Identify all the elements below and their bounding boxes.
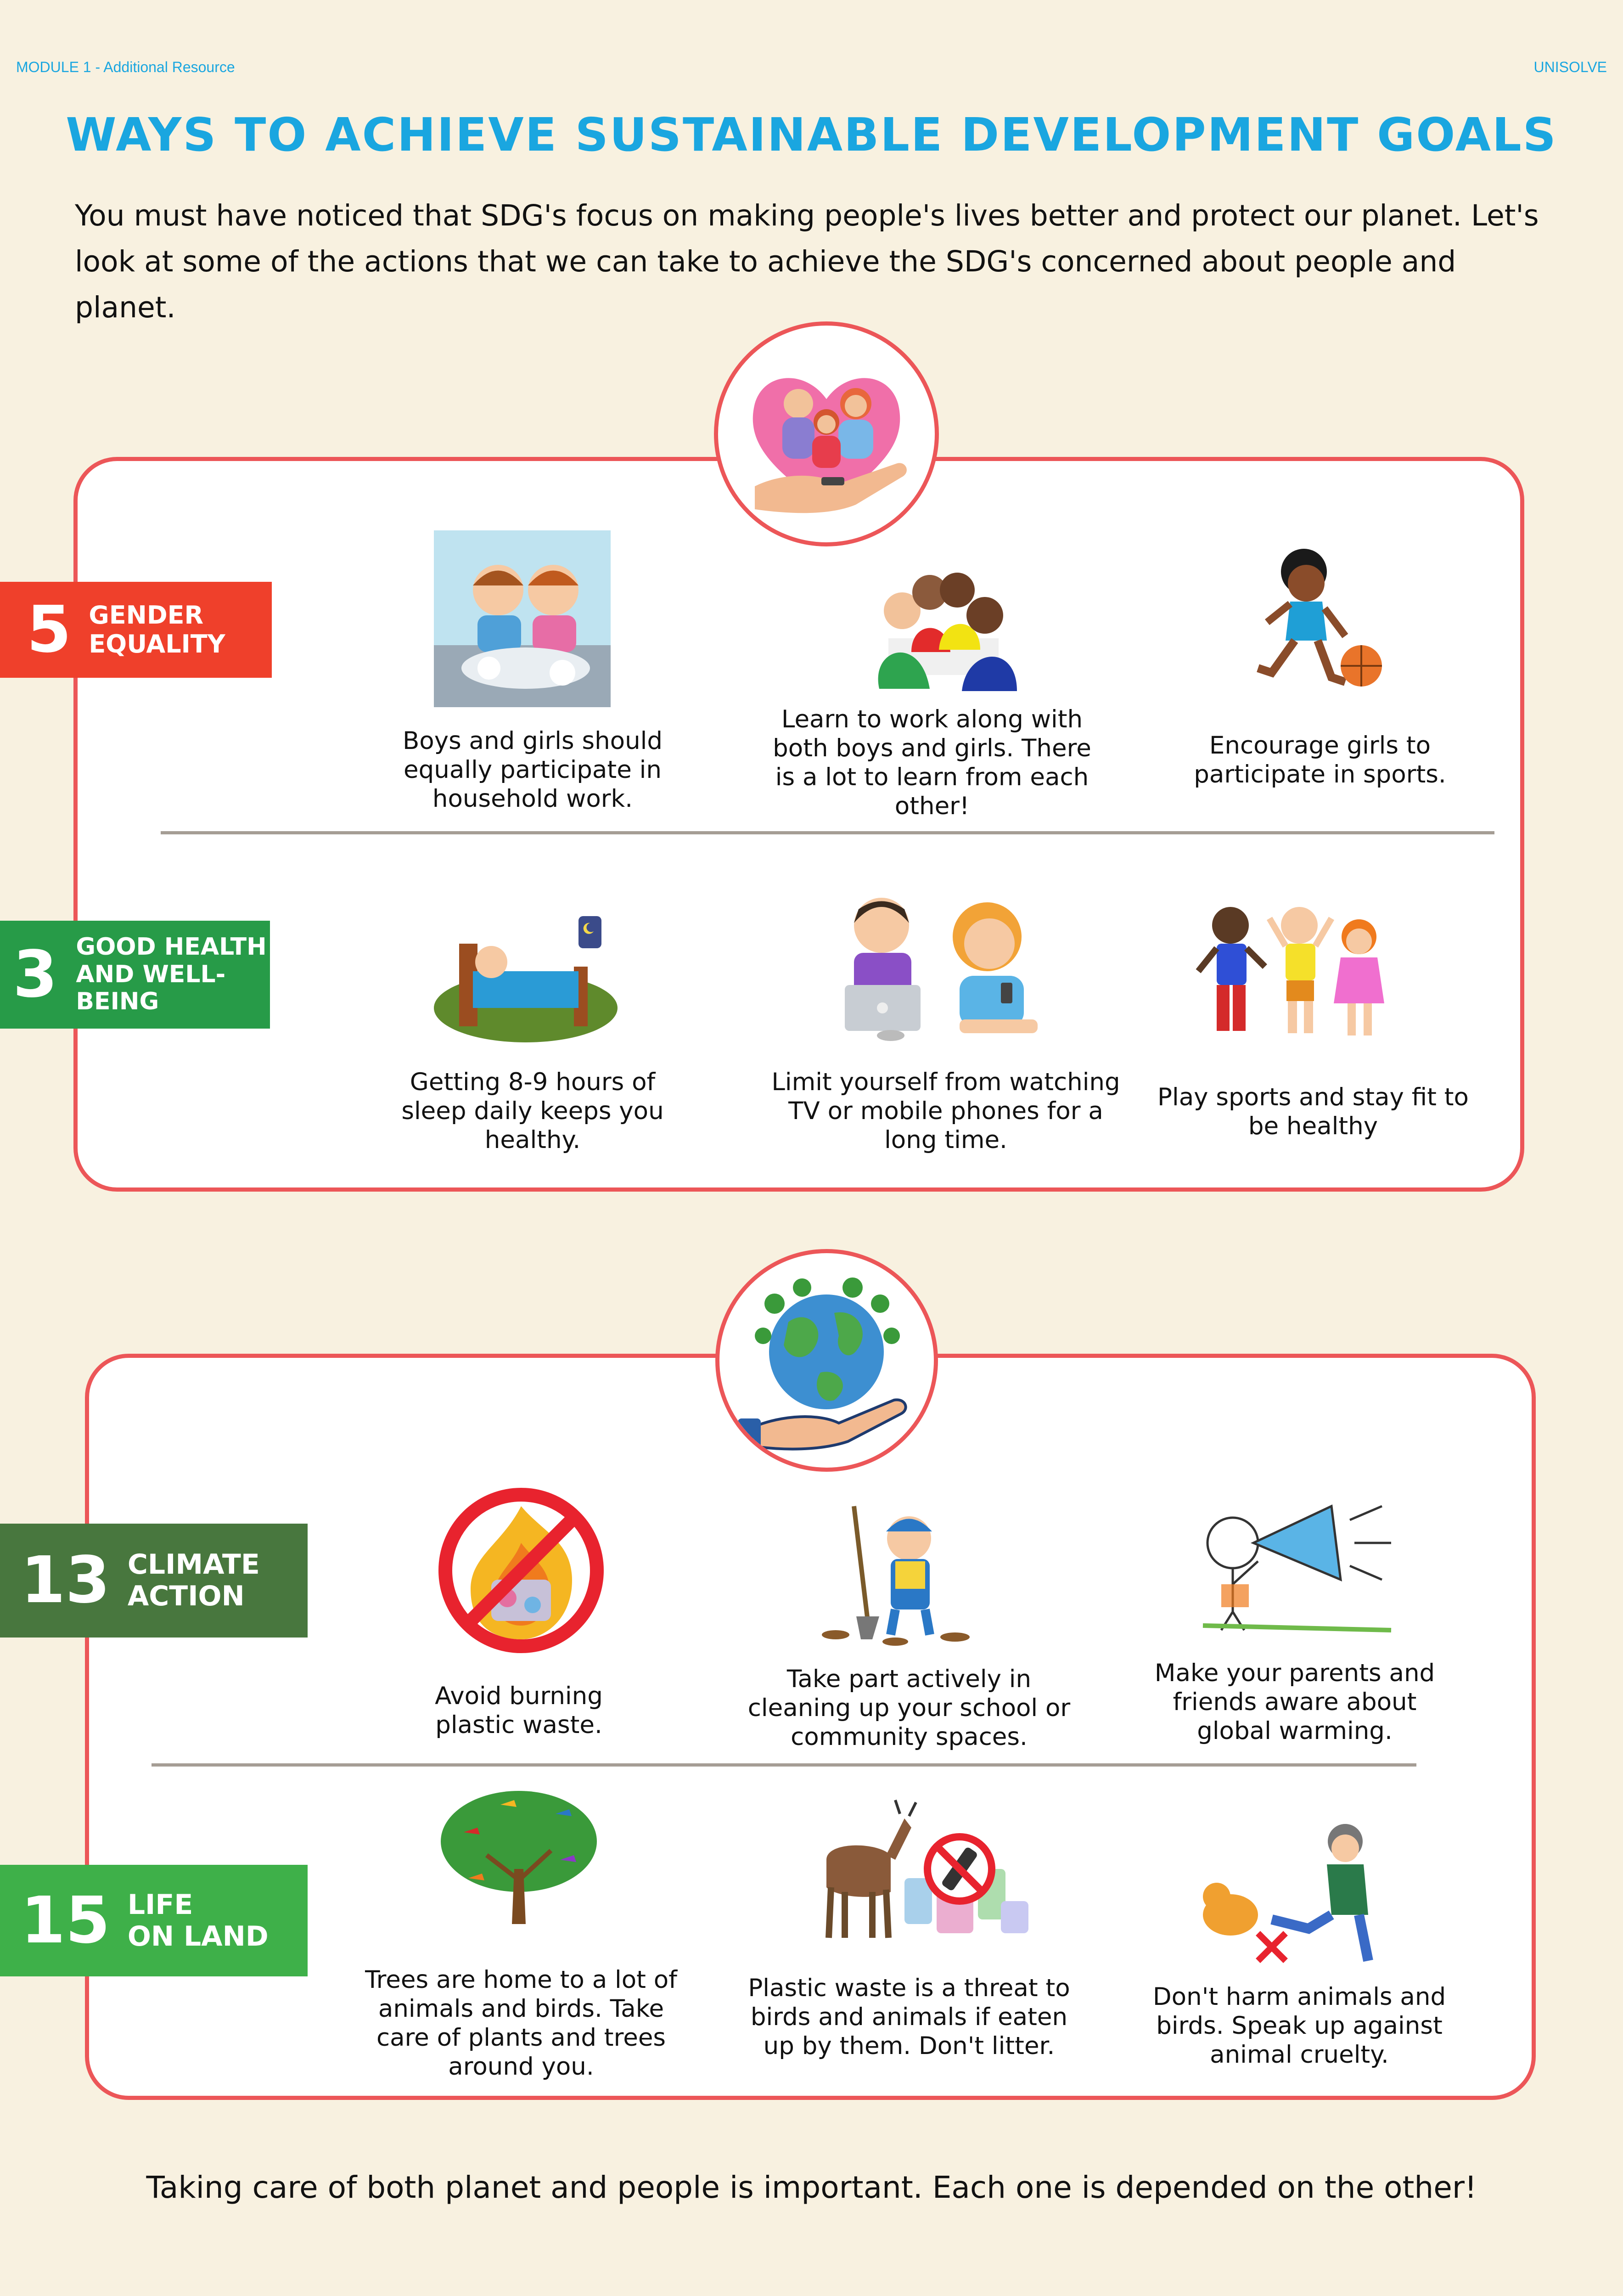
goal-number: 3 (13, 937, 58, 1012)
item-caption: Plastic waste is a threat to birds and a… (748, 1974, 1070, 2060)
no-burning-plastic-icon (438, 1488, 604, 1653)
item-caption: Getting 8-9 hours of sleep daily keeps y… (401, 1068, 664, 1154)
item-caption: Encourage girls to participate in sports… (1194, 732, 1446, 788)
goal-label-line2: EQUALITY (89, 629, 225, 658)
megaphone-awareness-illustration (1202, 1504, 1392, 1632)
screen-time-illustration (845, 898, 1038, 1041)
goal-label-line1: GENDER (89, 601, 204, 630)
goal-label-line1: CLIMATE (127, 1548, 260, 1581)
people-circle (714, 321, 939, 546)
item-caption: Limit yourself from watching TV or mobil… (771, 1068, 1120, 1154)
goal-13-tag: 13 CLIMATE ACTION (0, 1524, 308, 1638)
module-label: MODULE 1 - Additional Resource (16, 59, 235, 75)
cleaning-up-illustration (822, 1506, 970, 1646)
item-caption: Take part actively in cleaning up your s… (747, 1665, 1071, 1751)
tree-with-birds-illustration (441, 1791, 597, 1924)
intro-paragraph: You must have noticed that SDG's focus o… (75, 199, 1539, 324)
item-caption: Play sports and stay fit to be healthy (1157, 1083, 1469, 1140)
item-caption: Make your parents and friends aware abou… (1154, 1659, 1435, 1745)
goal-number: 15 (21, 1883, 110, 1958)
family-heart-hand-icon (753, 378, 907, 513)
goal-number: 5 (27, 592, 72, 667)
goal-label-line2: ON LAND (127, 1920, 269, 1953)
item-caption: Don't harm animals and birds. Speak up a… (1152, 1983, 1446, 2069)
goal-label-line1: LIFE (127, 1888, 193, 1921)
plastic-threat-illustration (826, 1800, 1028, 1938)
kids-exercising-illustration (1196, 907, 1384, 1035)
no-animal-cruelty-illustration (1203, 1824, 1373, 1963)
item-caption: Trees are home to a lot of animals and b… (365, 1966, 677, 2081)
section-divider (161, 831, 1494, 834)
page-title: WAYS TO ACHIEVE SUSTAINABLE DEVELOPMENT … (66, 108, 1557, 162)
item-caption: Boys and girls should equally participat… (402, 727, 663, 813)
teamwork-illustration (878, 573, 1017, 691)
goal-label-line2: AND WELL-BEING (76, 960, 226, 1016)
girl-playing-basketball-illustration (1257, 549, 1382, 687)
sleeping-child-illustration (434, 916, 618, 1042)
goal-label-line2: ACTION (127, 1580, 245, 1612)
item-caption: Learn to work along with both boys and g… (773, 705, 1091, 820)
planet-circle (715, 1249, 938, 1472)
goal-number: 13 (21, 1543, 110, 1618)
earth-hand-icon (738, 1277, 907, 1455)
planet-panel (85, 1354, 1536, 2100)
section-divider (152, 1763, 1416, 1767)
goal-15-tag: 15 LIFE ON LAND (0, 1865, 308, 1976)
goal-3-tag: 3 GOOD HEALTH AND WELL-BEING (0, 921, 270, 1029)
goal-5-tag: 5 GENDER EQUALITY (0, 582, 272, 678)
footer-message: Taking care of both planet and people is… (146, 2170, 1477, 2205)
household-work-illustration (434, 530, 611, 707)
brand-label: UNISOLVE (1533, 59, 1607, 75)
goal-label-line1: GOOD HEALTH (76, 933, 267, 961)
item-caption: Avoid burning plastic waste. (435, 1682, 603, 1739)
